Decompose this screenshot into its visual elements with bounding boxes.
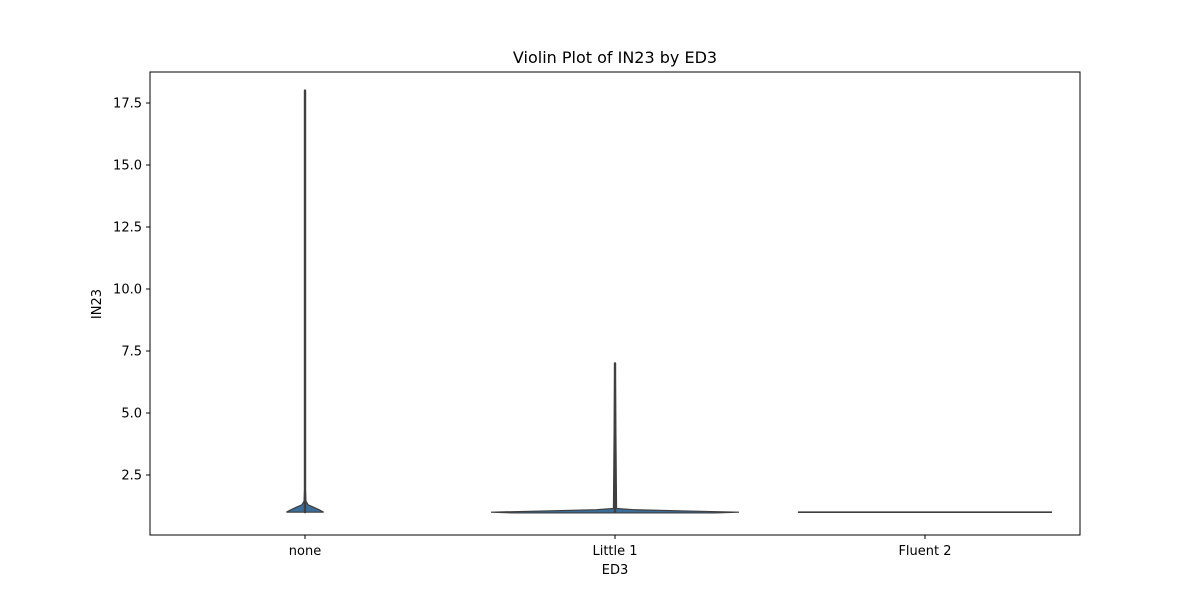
violin-2 (490, 362, 740, 514)
x-axis-label: ED3 (602, 563, 629, 578)
y-tick-label: 10.0 (113, 282, 142, 297)
y-tick-label: 2.5 (121, 468, 142, 483)
y-tick-label: 15.0 (113, 158, 142, 173)
y-tick-label: 12.5 (113, 220, 142, 235)
x-tick-label: Fluent 2 (898, 544, 951, 559)
violin-1 (286, 89, 324, 514)
chart-title: Violin Plot of IN23 by ED3 (513, 48, 717, 67)
y-tick-label: 5.0 (121, 406, 142, 421)
x-tick-label: none (289, 544, 321, 559)
y-tick-label: 17.5 (113, 96, 142, 111)
x-tick-label: Little 1 (592, 544, 637, 559)
y-axis: 2.5 5.0 7.5 10.0 12.5 15.0 17.5 (113, 96, 150, 483)
y-tick-label: 7.5 (121, 344, 142, 359)
y-axis-label: IN23 (90, 289, 105, 319)
plot-area (149, 71, 1081, 536)
x-axis: none Little 1 Fluent 2 (289, 535, 952, 559)
